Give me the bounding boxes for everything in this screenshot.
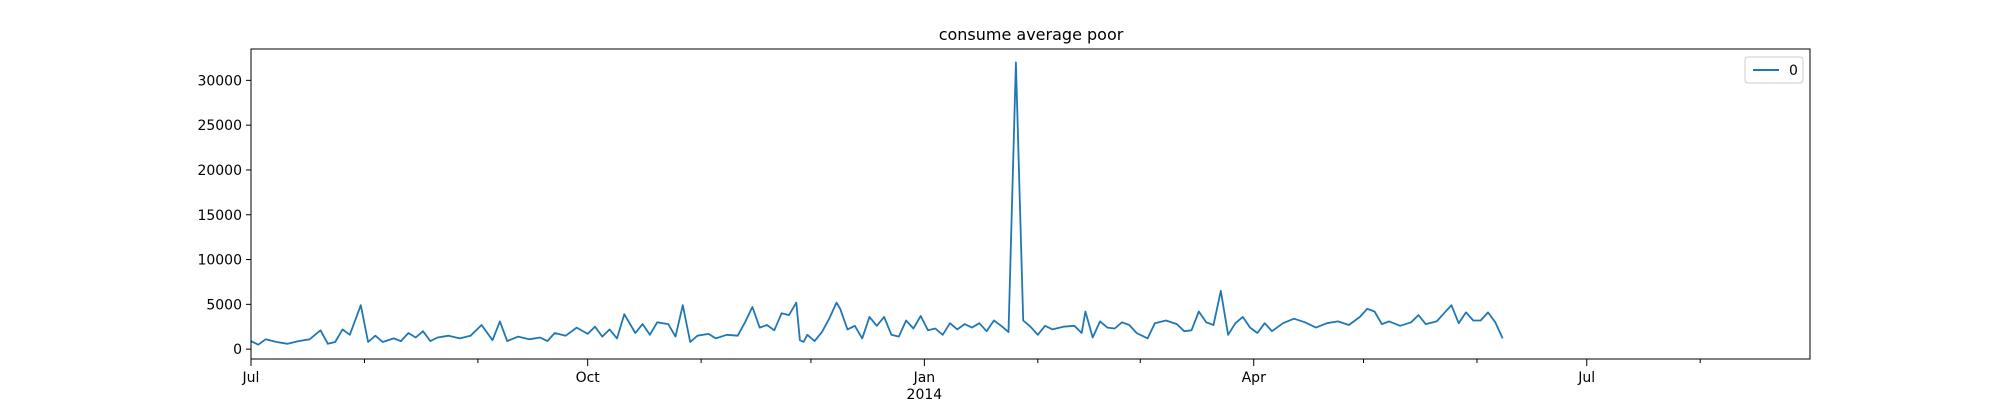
y-tick-label: 20000 (197, 163, 242, 179)
y-tick-label: 10000 (197, 253, 242, 269)
legend-label: 0 (1789, 63, 1798, 79)
series-line-0 (250, 61, 1504, 346)
y-tick-label: 15000 (197, 208, 242, 224)
y-tick-label: 0 (233, 342, 242, 358)
plot-area (250, 61, 1504, 346)
x-tick-label: Oct (576, 370, 601, 386)
plot-frame (250, 48, 1811, 360)
x-tick-label: Jul (242, 370, 260, 386)
chart-title: consume average poor (939, 25, 1124, 44)
legend: 0 (1744, 56, 1804, 84)
x-tick-year-label: 2014 (907, 387, 943, 400)
x-tick-label: Apr (1242, 370, 1266, 386)
y-axis: 0 5000 10000 15000 20000 25000 30000 (197, 73, 251, 358)
y-tick-label: 5000 (206, 297, 242, 313)
x-tick-label: Jul (1577, 370, 1595, 386)
y-tick-label: 25000 (197, 118, 242, 134)
x-tick-label: Jan (913, 370, 936, 386)
y-tick-label: 30000 (197, 73, 242, 89)
